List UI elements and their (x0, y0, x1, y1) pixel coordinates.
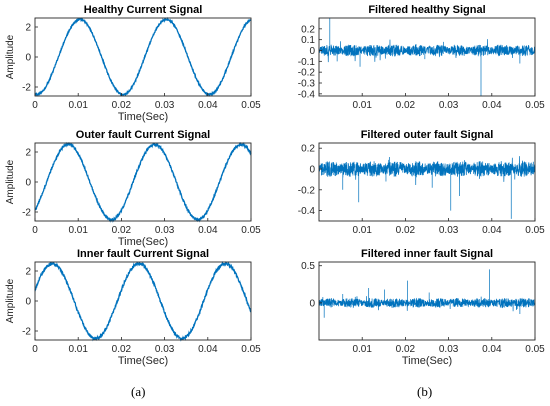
x-tick-label: 0.02 (396, 344, 416, 355)
axes-frame-4 (318, 142, 536, 222)
y-axis-label: Amplitude (5, 34, 16, 79)
x-tick-label: 0 (32, 344, 38, 355)
y-tick-label: 0.1 (301, 35, 315, 46)
chart-title: Filtered healthy Signal (368, 4, 485, 16)
y-tick-label: -0.4 (298, 206, 316, 217)
x-tick-label: 0.01 (68, 225, 88, 236)
y-tick-label: -0.3 (298, 79, 316, 90)
chart-panel-2: 0.01 0.02 0.03 0.04 0.05 -0.4-0.3-0.2-0.100.1… (298, 4, 545, 111)
x-tick-label: 0.05 (241, 100, 261, 111)
x-tick-label: 0.04 (198, 344, 218, 355)
chart-title: Filtered inner fault Signal (361, 248, 493, 260)
x-tick-label: 0.03 (155, 344, 175, 355)
x-tick-label: 0.03 (155, 225, 175, 236)
chart-title: Healthy Current Signal (84, 4, 203, 16)
x-tick-label: 0.04 (198, 225, 218, 236)
y-tick-label: -0.2 (298, 185, 316, 196)
x-tick-label: 0.01 (68, 100, 88, 111)
y-tick-label: -0.2 (298, 68, 316, 79)
y-tick-label: 2 (25, 148, 31, 159)
y-tick-label: 0 (309, 165, 315, 176)
x-tick-label: 0 (32, 100, 38, 111)
x-tick-label: 0.04 (482, 100, 502, 111)
x-tick-label: 0.02 (396, 100, 416, 111)
chart-title: Outer fault Current Signal (76, 129, 210, 141)
x-tick-label: 0.01 (352, 225, 372, 236)
signal-trace-3 (34, 141, 252, 223)
x-tick-label: 0.02 (112, 344, 132, 355)
x-tick-label: 0.05 (525, 225, 545, 236)
y-tick-label: 0 (309, 298, 315, 309)
axes-frame-1 (34, 17, 252, 97)
y-axis-label: Amplitude (5, 159, 16, 204)
y-tick-label: 0.2 (301, 144, 315, 155)
x-tick-label: 0.04 (198, 100, 218, 111)
signal-trace-4 (318, 156, 536, 219)
x-tick-label: 0.05 (241, 225, 261, 236)
panel-label-b: (b) (417, 384, 433, 399)
x-tick-label: 0 (32, 225, 38, 236)
x-axis-label: Time(Sec) (118, 236, 168, 248)
x-tick-label: 0.01 (352, 100, 372, 111)
y-tick-label: 0 (25, 297, 31, 308)
y-tick-label: -2 (22, 327, 31, 338)
x-tick-label: 0.03 (155, 100, 175, 111)
chart-title: Filtered outer fault Signal (361, 129, 494, 141)
y-tick-label: 2 (25, 267, 31, 278)
signal-trace-6 (318, 269, 536, 318)
panel-label-a: (a) (131, 384, 146, 399)
x-tick-label: 0.02 (112, 100, 132, 111)
axes-frame-6 (318, 261, 536, 341)
x-tick-label: 0.05 (525, 100, 545, 111)
axes-frame-2 (318, 17, 536, 97)
y-tick-label: -0.4 (298, 89, 316, 100)
signal-trace-2 (318, 18, 536, 96)
x-tick-label: 0.05 (525, 344, 545, 355)
axes-frame-3 (34, 142, 252, 222)
chart-panel-4: 0.01 0.02 0.03 0.04 0.05 -0.4 -0.2 0 0.2 Filtered… (298, 129, 545, 236)
signal-trace-1 (34, 16, 252, 97)
x-tick-label: 0.04 (482, 225, 502, 236)
y-tick-label: 0 (25, 178, 31, 189)
x-tick-label: 0.03 (439, 344, 459, 355)
x-axis-label: Time(Sec) (118, 355, 168, 367)
x-tick-label: 0.04 (482, 344, 502, 355)
chart-title: Inner fault Current Signal (77, 248, 209, 260)
y-tick-label: 0 (309, 46, 315, 57)
signal-trace-5 (34, 260, 252, 342)
x-tick-label: 0.05 (241, 344, 261, 355)
x-axis-label: Time(Sec) (402, 355, 452, 367)
y-tick-label: 0 (25, 53, 31, 64)
x-tick-label: 0.03 (439, 225, 459, 236)
axes-frame-5 (34, 261, 252, 341)
y-tick-label: 2 (25, 23, 31, 34)
y-tick-label: -0.1 (298, 57, 316, 68)
x-tick-label: 0.01 (68, 344, 88, 355)
y-axis-label: Amplitude (5, 278, 16, 323)
y-tick-label: 0.2 (301, 24, 315, 35)
x-axis-label: Time(Sec) (118, 111, 168, 123)
y-tick-label: -2 (22, 83, 31, 94)
x-tick-label: 0.01 (352, 344, 372, 355)
chart-panel-6: 0.01 0.02 0.03 0.04 0.05 0 0.5 Filtered inner f… (301, 248, 545, 367)
x-tick-label: 0.02 (112, 225, 132, 236)
x-tick-label: 0.03 (439, 100, 459, 111)
x-tick-label: 0.02 (396, 225, 416, 236)
y-tick-label: -2 (22, 208, 31, 219)
y-tick-label: 0.5 (301, 261, 315, 272)
